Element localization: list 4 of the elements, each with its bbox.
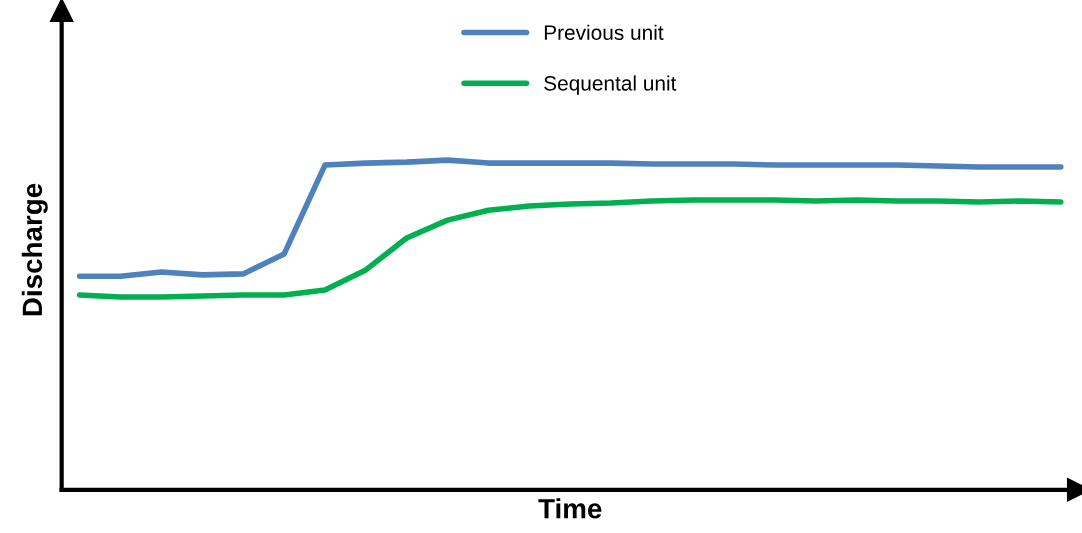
x-axis-title: Time	[538, 498, 602, 519]
legend-label: Sequental unit	[544, 75, 677, 95]
legend-label: Previous unit	[544, 24, 664, 41]
y-axis-title: Discharge	[21, 183, 48, 316]
